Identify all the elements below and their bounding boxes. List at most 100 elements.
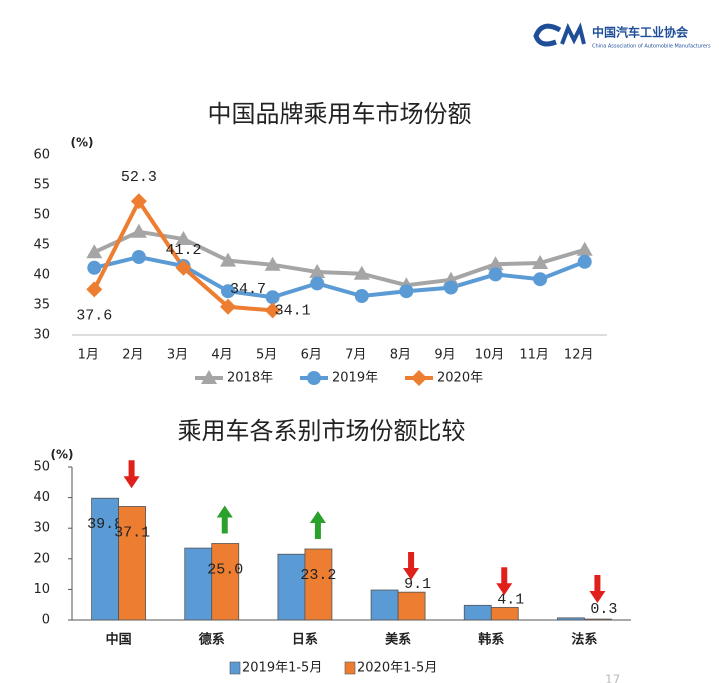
data-label: 39.8	[87, 516, 123, 533]
data-label: 0.3	[590, 601, 617, 618]
data-label: 25.0	[207, 561, 243, 578]
y-tick-label: 60	[33, 148, 50, 163]
x-tick-label: 韩系	[478, 632, 504, 648]
y-tick-label: 0	[42, 613, 50, 628]
marker	[264, 256, 281, 271]
line	[93, 254, 586, 300]
legend-item: 2018年	[195, 370, 273, 386]
data-label: 23.2	[300, 567, 336, 584]
marker	[353, 265, 370, 280]
x-tick-label: 2月	[122, 348, 143, 363]
legend-swatch	[229, 661, 241, 675]
marker	[86, 281, 103, 298]
legend-label: 2020年1-5月	[357, 661, 437, 676]
x-tick-label: 8月	[390, 348, 411, 363]
y-tick-label: 30	[33, 521, 50, 536]
data-label: 4.1	[497, 591, 524, 608]
logo: 中国汽车工业协会 China Association of Automobile…	[533, 22, 711, 50]
data-label: 37.6	[76, 307, 112, 324]
bar	[557, 617, 585, 621]
x-tick-label: 德系	[199, 632, 225, 648]
arrow	[123, 460, 140, 489]
x-tick-label: 5月	[256, 348, 277, 363]
y-tick-label: 50	[33, 208, 50, 223]
bar	[490, 607, 519, 621]
marker	[443, 280, 458, 295]
data-label: 41.2	[165, 242, 201, 259]
y-tick-label: 10	[33, 582, 50, 597]
data-label: 9.1	[404, 576, 431, 593]
legend-item: 2020年	[405, 370, 483, 386]
marker	[221, 284, 236, 299]
y-tick-label: 40	[33, 490, 50, 505]
marker	[310, 276, 325, 291]
y-tick-label: 45	[33, 238, 50, 253]
marker	[86, 244, 103, 259]
arrow	[589, 575, 606, 603]
marker	[264, 302, 281, 319]
data-label: 37.1	[114, 524, 150, 541]
x-tick-label: 3月	[167, 348, 188, 363]
legend-item: 2019年	[300, 371, 378, 386]
y-tick-label: 20	[33, 551, 50, 566]
arrow	[496, 567, 513, 596]
x-tick-label: 9月	[434, 348, 455, 363]
bar	[211, 543, 240, 621]
x-tick-label: 1月	[78, 348, 99, 363]
marker	[131, 250, 146, 264]
marker	[175, 259, 192, 276]
bar	[304, 548, 333, 621]
arrow	[216, 505, 233, 534]
y-tick-label: 35	[33, 298, 50, 313]
legend-swatch	[344, 661, 356, 675]
marker	[130, 223, 147, 238]
legend-marker	[411, 370, 427, 386]
x-tick-label: 中国	[106, 632, 132, 648]
x-tick-label: 美系	[385, 632, 411, 648]
org-name-en: China Association of Automobile Manufact…	[592, 44, 711, 50]
legend-label: 2020年	[437, 371, 483, 386]
x-tick-label: 10月	[475, 348, 505, 363]
marker	[488, 267, 503, 282]
y-axis-label: (%)	[71, 136, 94, 150]
marker	[533, 272, 548, 287]
chart-title: 乘用车各系别市场份额比较	[178, 417, 466, 445]
x-tick-label: 12月	[564, 348, 594, 363]
bar	[184, 547, 213, 621]
marker	[577, 254, 592, 269]
x-tick-label: 4月	[211, 348, 232, 363]
marker	[220, 252, 237, 267]
y-tick-label: 55	[33, 178, 50, 193]
legend-item: 2019年1-5月	[229, 661, 322, 676]
y-tick-label: 50	[33, 460, 50, 475]
legend-item: 2020年1-5月	[344, 661, 437, 676]
x-tick-label: 6月	[301, 348, 322, 363]
x-tick-label: 法系	[571, 632, 597, 648]
y-tick-label: 30	[33, 328, 50, 343]
marker	[399, 284, 414, 299]
bar	[118, 506, 146, 621]
marker	[130, 193, 147, 210]
x-tick-label: 11月	[519, 348, 549, 363]
marker	[265, 290, 280, 305]
marker	[576, 241, 593, 256]
marker	[354, 289, 369, 303]
arrow	[403, 552, 420, 581]
y-tick-label: 40	[33, 268, 50, 283]
logo-mark	[533, 23, 562, 47]
chart-title: 中国品牌乘用车市场份额	[208, 100, 472, 128]
legend-label: 2019年	[332, 371, 378, 386]
legend-label: 2018年	[227, 371, 273, 386]
page-number: 17	[605, 673, 620, 683]
marker	[87, 260, 102, 275]
bar	[397, 591, 426, 621]
x-tick-label: 7月	[345, 348, 366, 363]
logo-mark	[560, 22, 586, 45]
arrow	[309, 511, 326, 540]
data-label: 52.3	[121, 169, 157, 186]
marker	[532, 255, 549, 269]
data-label: 34.7	[230, 281, 266, 298]
marker	[175, 231, 192, 245]
marker	[220, 298, 237, 315]
